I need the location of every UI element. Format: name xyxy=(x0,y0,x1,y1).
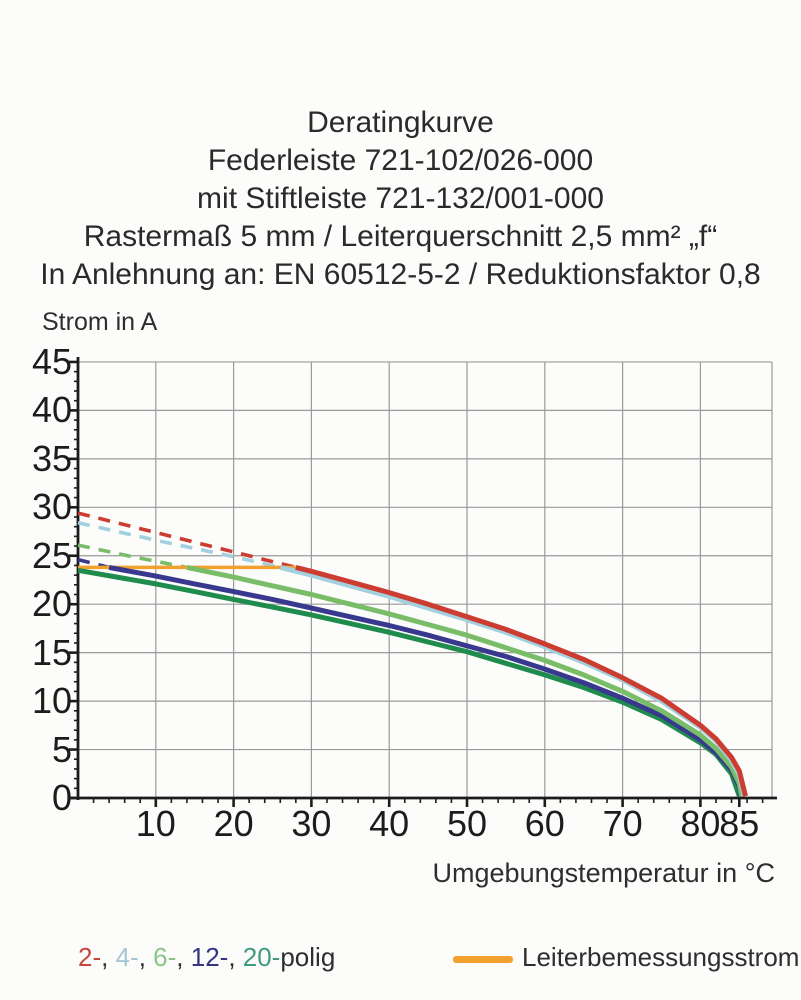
y-tick-label-45: 45 xyxy=(31,340,72,382)
x-tick-label-10: 10 xyxy=(135,803,176,844)
title-line-1: Deratingkurve xyxy=(307,106,494,139)
title-line-3: mit Stiftleiste 721-132/001-000 xyxy=(197,182,604,215)
curve-2-polig-dashed xyxy=(77,511,297,570)
curve-6-polig-solid xyxy=(186,564,745,797)
legend-series-4-label: 4- xyxy=(115,942,139,972)
y-tick-label-5: 5 xyxy=(51,728,72,770)
x-tick-label-70: 70 xyxy=(602,803,643,844)
curve-4-polig-dashed xyxy=(77,521,281,570)
curve-12-polig-solid xyxy=(108,564,744,797)
curve-6-polig-dashed xyxy=(77,543,188,570)
x-tick-label-80: 80 xyxy=(680,803,721,844)
rated-current-legend-label: Leiterbemessungsstrom xyxy=(522,942,800,972)
y-tick-label-0: 0 xyxy=(51,777,72,818)
x-tick-label-85: 85 xyxy=(719,803,760,844)
legend-series-2-label: 2- xyxy=(78,942,102,972)
curve-2-polig-solid xyxy=(295,564,748,797)
x-tick-label-30: 30 xyxy=(291,803,332,844)
y-tick-label-30: 30 xyxy=(31,486,72,528)
y-tick-label-15: 15 xyxy=(31,631,72,673)
y-tick-label-35: 35 xyxy=(31,437,72,479)
y-tick-label-25: 25 xyxy=(31,534,72,576)
legend-series-12-label: 12- xyxy=(190,942,229,972)
curve-20-polig-solid xyxy=(77,567,742,797)
x-tick-label-40: 40 xyxy=(369,803,410,844)
y-tick-label-40: 40 xyxy=(31,389,72,431)
rated-current-line-swatch xyxy=(453,956,513,963)
x-tick-label-20: 20 xyxy=(213,803,254,844)
legend-separator: , xyxy=(228,942,243,972)
legend-series-20-label: 20- xyxy=(242,942,281,972)
legend-polig-suffix: polig xyxy=(280,942,336,972)
x-tick-label-60: 60 xyxy=(524,803,565,844)
legend-separator: , xyxy=(176,942,191,972)
x-tick-label-50: 50 xyxy=(446,803,488,844)
y-tick-label-10: 10 xyxy=(31,680,72,722)
y-axis-title: Strom in A xyxy=(42,308,158,336)
legend-row: 2-, 4-, 6-, 12-, 20-polig Leiterbemessun… xyxy=(0,942,801,982)
legend-separator: , xyxy=(101,942,116,972)
legend-series-6-label: 6- xyxy=(153,942,177,972)
title-line-4: Rastermaß 5 mm / Leiterquerschnitt 2,5 m… xyxy=(83,220,718,253)
title-line-5: In Anlehnung an: EN 60512-5-2 / Reduktio… xyxy=(40,258,761,291)
legend-separator: , xyxy=(138,942,154,972)
y-tick-label-20: 20 xyxy=(31,583,72,625)
chart-title-block: Deratingkurve Federleiste 721-102/026-00… xyxy=(0,104,801,294)
legend-pole-counts: 2-, 4-, 6-, 12-, 20-polig xyxy=(78,942,335,973)
title-line-2: Federleiste 721-102/026-000 xyxy=(207,144,594,177)
x-axis-title: Umgebungstemperatur in °C xyxy=(432,858,775,888)
